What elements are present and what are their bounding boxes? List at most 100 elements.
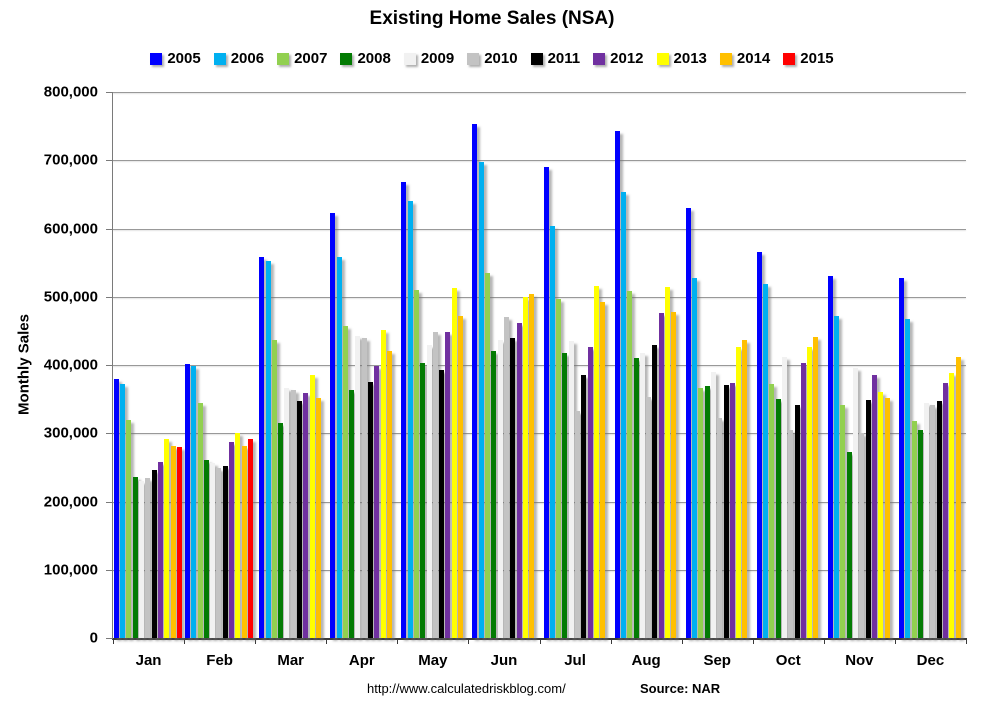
- legend-item-2012: 2012: [593, 50, 644, 67]
- bar-2012-sep: [729, 383, 735, 638]
- bar-2007-sep: [698, 387, 704, 638]
- legend-label-2013: 2013: [673, 50, 707, 67]
- bar-2005-oct: [756, 252, 762, 638]
- y-tick-label-500000: 500,000: [43, 288, 98, 306]
- plot-area: 0 100,000 200,000 300,000 400,000 500,000 600,…: [44, 84, 967, 669]
- legend-swatch-2009: [403, 52, 416, 65]
- bar-2005-dec: [898, 278, 904, 638]
- bar-2013-jan: [164, 439, 170, 638]
- bar-2007-jan: [126, 419, 132, 638]
- x-label-apr: Apr: [348, 652, 375, 669]
- bar-2010-may: [432, 332, 438, 638]
- bar-2006-dec: [905, 318, 911, 638]
- bar-2011-may: [439, 370, 445, 638]
- y-tick-label-800000: 800,000: [43, 83, 98, 101]
- x-label-aug: Aug: [631, 652, 661, 669]
- bar-2008-jun: [491, 351, 497, 638]
- x-label-oct: Oct: [775, 652, 801, 669]
- y-tick-label-300000: 300,000: [43, 424, 98, 442]
- bar-2006-may: [407, 200, 413, 638]
- bar-2010-sep: [717, 418, 723, 638]
- legend-swatch-2015: [783, 52, 796, 65]
- legend-label-2011: 2011: [547, 50, 581, 67]
- y-tick-700000: [106, 160, 113, 162]
- bar-2014-dec: [955, 356, 961, 638]
- bar-2015-jan: [176, 446, 182, 638]
- bar-2012-nov: [871, 375, 877, 638]
- gridline-800000: [113, 92, 966, 93]
- bar-2012-feb: [229, 442, 235, 638]
- gridline-200000: [113, 501, 966, 503]
- bar-2009-may: [426, 344, 432, 638]
- bar-2008-oct: [775, 399, 781, 638]
- bar-2012-jun: [516, 322, 522, 638]
- bar-2005-may: [401, 182, 407, 638]
- bar-2009-jun: [497, 339, 503, 638]
- bar-2014-jul: [600, 301, 606, 638]
- bar-2008-apr: [349, 390, 355, 638]
- bar-2010-jan: [145, 477, 151, 638]
- bar-2012-jan: [157, 461, 163, 638]
- bar-2009-sep: [710, 371, 716, 638]
- bar-2006-jan: [120, 384, 126, 638]
- legend-item-2011: 2011: [530, 50, 581, 67]
- x-tick-0: [113, 638, 114, 644]
- legend-label-2014: 2014: [736, 50, 771, 67]
- x-tick-11: [894, 638, 896, 644]
- bar-2007-jun: [485, 272, 491, 638]
- x-tick-3: [326, 638, 328, 644]
- bar-2014-sep: [742, 340, 748, 638]
- legend-label-2009: 2009: [420, 50, 455, 67]
- bar-2008-may: [420, 362, 426, 638]
- y-tick-label-700000: 700,000: [43, 151, 98, 169]
- y-tick-label-0: 0: [89, 629, 98, 647]
- bar-2006-feb: [191, 366, 197, 638]
- bar-2014-mar: [315, 397, 321, 638]
- legend-item-2014: 2014: [719, 50, 771, 67]
- bar-2011-sep: [723, 385, 729, 638]
- bar-2013-oct: [807, 347, 813, 638]
- bar-2005-aug: [614, 130, 620, 638]
- bar-2012-dec: [943, 382, 949, 638]
- bar-2010-dec: [930, 404, 936, 638]
- x-tick-8: [681, 638, 683, 644]
- bar-2010-jun: [503, 317, 509, 638]
- legend-item-2008: 2008: [340, 50, 391, 67]
- legend-label-2015: 2015: [800, 50, 834, 67]
- y-tick-label-100000: 100,000: [43, 561, 98, 579]
- bar-2013-sep: [736, 346, 742, 638]
- bar-2014-feb: [241, 446, 247, 638]
- bar-2005-jan: [113, 378, 119, 638]
- bar-2008-jul: [562, 352, 568, 638]
- legend-label-2008: 2008: [357, 50, 391, 67]
- bar-2013-mar: [309, 375, 315, 638]
- bar-2013-dec: [949, 373, 955, 638]
- bar-2007-feb: [197, 402, 203, 638]
- bar-2007-jul: [556, 298, 562, 638]
- legend-swatch-2012: [593, 52, 606, 65]
- bar-2015-feb: [247, 438, 253, 638]
- x-tick-9: [752, 638, 754, 644]
- bar-2010-jul: [575, 410, 581, 638]
- bar-2014-apr: [386, 350, 392, 638]
- legend-item-2006: 2006: [213, 50, 264, 67]
- bar-2008-aug: [633, 358, 639, 638]
- legend-swatch-2005: [150, 52, 163, 65]
- bar-2013-apr: [380, 329, 386, 638]
- gridline-100000: [113, 569, 966, 571]
- bar-2011-aug: [652, 345, 658, 638]
- legend-item-2010: 2010: [467, 50, 518, 67]
- bar-2007-may: [413, 289, 419, 638]
- bar-2009-jan: [139, 481, 145, 638]
- legend-swatch-2013: [656, 52, 669, 65]
- bar-2014-jan: [170, 445, 176, 638]
- bar-2008-jan: [132, 476, 138, 638]
- bar-2011-nov: [865, 399, 871, 638]
- bar-2007-mar: [271, 339, 277, 638]
- y-tick-600000: [106, 228, 113, 230]
- bar-2006-mar: [265, 260, 271, 638]
- x-tick-12: [966, 638, 967, 644]
- bar-2007-nov: [840, 404, 846, 638]
- bar-2005-feb: [184, 364, 190, 638]
- gridline-600000: [113, 228, 966, 230]
